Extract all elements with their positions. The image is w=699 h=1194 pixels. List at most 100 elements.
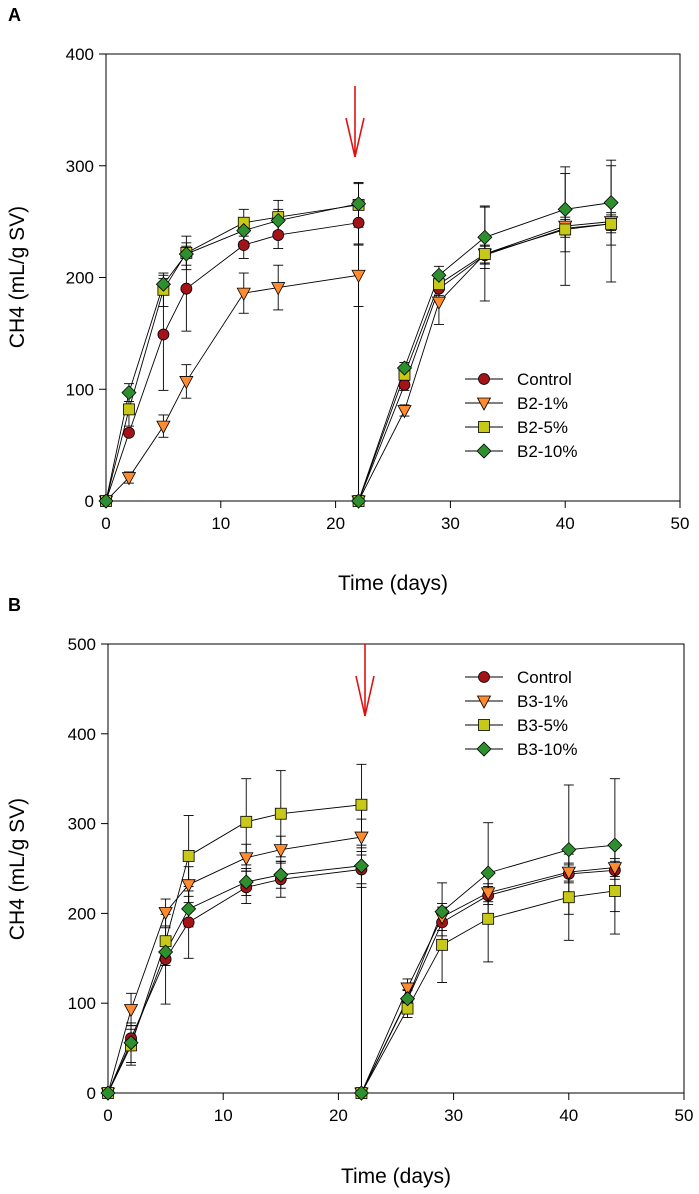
data-point [478,248,491,260]
data-point [180,282,193,295]
data-point [273,867,289,883]
x-tick-label: 30 [444,1106,463,1125]
legend-marker [478,421,490,433]
data-point [436,938,448,951]
data-point [480,865,496,881]
data-point [477,229,493,245]
data-point [562,891,575,904]
data-point [270,212,286,229]
legend: Control B2-1% B2-5% B2-10% [465,370,577,461]
x-tick-label: 50 [675,1106,694,1125]
data-point [156,420,171,434]
data-point [400,982,415,996]
data-point [158,907,173,921]
data-point [100,1085,116,1101]
data-point [121,385,137,401]
legend-marker [476,397,492,411]
data-point [354,831,369,845]
data-point [397,405,412,419]
legend-label: B3-5% [517,716,568,735]
data-point [398,378,411,391]
data-point [557,201,573,217]
data-point [178,246,194,262]
data-point [350,196,367,212]
y-tick-label: 400 [68,725,96,744]
y-tick-label: 100 [66,380,94,399]
data-point [182,916,195,929]
y-tick-label: 500 [68,635,96,654]
x-axis: 0 10 20 30 40 50 [101,501,689,533]
panel-b: B 0 10 20 30 40 50 0 100 200 300 400 500 Time (day… [6,595,693,1188]
data-point [274,807,287,820]
y-axis-label: CH4 (mL/g SV) [6,206,29,348]
data-point [273,844,288,858]
red-arrow-annotation [355,644,375,717]
x-tick-label: 0 [101,514,110,533]
y-tick-label: 0 [87,1084,96,1103]
legend-marker [476,695,492,709]
data-point [123,1004,139,1018]
y-tick-label: 100 [68,994,96,1013]
legend-label: B2-1% [517,394,568,413]
legend-label: B3-10% [517,740,577,759]
data-point [181,879,196,893]
legend-label: B3-1% [517,692,568,711]
data-point [238,874,254,890]
x-axis-label: Time (days) [338,572,448,595]
legend-label: B2-5% [517,418,568,437]
data-point [155,276,171,292]
data-point [123,403,135,416]
panel-label: A [8,5,21,25]
data-point [272,229,285,241]
x-tick-label: 40 [559,1106,578,1125]
legend-label: B2-10% [517,442,577,461]
data-point [608,885,621,897]
data-layer [98,159,619,509]
data-point [237,239,250,251]
y-tick-label: 0 [85,492,94,511]
data-point [396,360,413,376]
data-point [434,904,450,920]
data-point [240,815,253,828]
legend: Control B3-1% B3-5% B3-10% [465,668,577,759]
data-point [121,472,137,486]
data-point [236,222,252,239]
data-point [352,216,365,229]
data-point [355,798,368,811]
y-axis: 0 100 200 300 400 500 [68,635,108,1103]
data-point [561,866,576,880]
data-point [271,282,286,296]
data-point [559,223,572,236]
legend-marker [478,671,490,683]
data-point [561,842,577,858]
y-tick-label: 300 [68,815,96,834]
legend-marker [478,373,490,385]
data-point [607,862,623,876]
x-axis: 0 10 20 30 40 50 [103,1093,693,1125]
y-axis: 0 100 200 300 400 [66,45,106,511]
x-axis-label: Time (days) [341,1165,451,1188]
plot-frame [107,643,685,1094]
y-tick-label: 400 [66,45,94,64]
data-point [353,1085,370,1101]
x-tick-label: 40 [556,514,575,533]
x-tick-label: 20 [329,1106,348,1125]
data-point [158,944,174,960]
x-tick-label: 30 [441,514,460,533]
data-point [239,852,254,866]
y-tick-label: 200 [68,904,96,923]
legend-marker [478,719,490,731]
legend-marker [476,741,492,757]
data-point [236,287,251,301]
data-point [353,858,370,874]
data-point [431,267,447,283]
data-point [482,912,495,925]
y-axis-label: CH4 (mL/g SV) [6,798,29,940]
data-point [431,296,447,310]
legend-marker [476,443,492,459]
y-tick-label: 300 [66,157,94,176]
data-point [157,328,170,341]
x-tick-label: 50 [671,514,690,533]
